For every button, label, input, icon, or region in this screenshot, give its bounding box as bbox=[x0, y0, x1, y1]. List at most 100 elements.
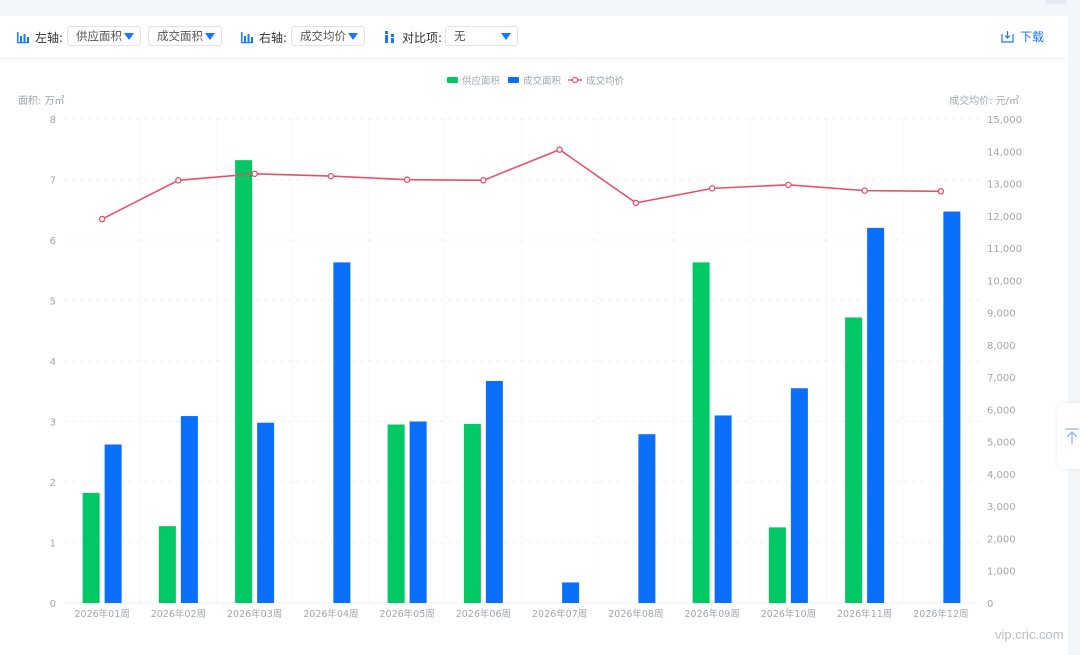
right-axis-select-value: 成交均价 bbox=[300, 29, 346, 43]
left-axis-group: 左轴: bbox=[16, 26, 63, 48]
legend-swatch-deal bbox=[508, 77, 519, 83]
y-left-tick-label: 7 bbox=[50, 176, 56, 187]
y-right-tick-label: 15,000 bbox=[987, 115, 1022, 126]
bar-supply-area bbox=[158, 526, 176, 603]
y-right-tick-label: 10,000 bbox=[987, 276, 1022, 287]
left-axis-select-1[interactable]: 供应面积 bbox=[67, 26, 141, 46]
bar-supply-area bbox=[82, 492, 100, 603]
bar-supply-area bbox=[768, 527, 786, 603]
y-left-axis-title: 面积: 万㎡ bbox=[18, 95, 65, 107]
y-right-tick-label: 6,000 bbox=[987, 405, 1016, 416]
y-right-tick-label: 7,000 bbox=[987, 373, 1016, 384]
bar-deal-area bbox=[714, 415, 732, 603]
x-tick-label: 2026年10周 bbox=[761, 608, 816, 620]
right-axis-select[interactable]: 成交均价 bbox=[291, 26, 365, 46]
compare-label: 对比项: bbox=[402, 30, 443, 45]
point-avg-price bbox=[403, 176, 411, 183]
x-tick-label: 2026年08周 bbox=[608, 608, 663, 620]
y-right-tick-label: 14,000 bbox=[987, 147, 1022, 158]
bar-supply-area bbox=[235, 160, 253, 603]
y-left-tick-label: 0 bbox=[50, 599, 56, 610]
y-left-tick-label: 2 bbox=[50, 478, 56, 489]
point-avg-price bbox=[785, 181, 792, 189]
left-axis-select-2-value: 成交面积 bbox=[157, 29, 203, 43]
y-right-tick-label: 12,000 bbox=[987, 212, 1022, 223]
y-right-tick-label: 5,000 bbox=[987, 438, 1016, 449]
download-label: 下载 bbox=[1020, 30, 1045, 44]
x-tick-label: 2026年11周 bbox=[837, 608, 892, 620]
y-left-tick-label: 5 bbox=[50, 297, 56, 308]
point-avg-price bbox=[632, 199, 640, 207]
right-axis-group: 右轴: bbox=[240, 26, 287, 48]
bar-deal-area bbox=[409, 421, 427, 603]
x-tick-label: 2026年07周 bbox=[532, 608, 587, 620]
left-axis-select-1-value: 供应面积 bbox=[76, 29, 122, 43]
x-tick-label: 2026年02周 bbox=[151, 608, 206, 620]
bar-supply-area bbox=[845, 317, 863, 603]
bar-chart-icon bbox=[241, 32, 253, 44]
bar-deal-area bbox=[562, 582, 580, 603]
chevron-down-icon bbox=[348, 33, 358, 40]
x-tick-label: 2026年03周 bbox=[227, 608, 282, 620]
x-tick-label: 2026年04周 bbox=[303, 608, 358, 620]
download-button[interactable]: 下载 bbox=[1001, 28, 1044, 45]
compare-select-value: 无 bbox=[454, 29, 466, 43]
legend-label-supply: 供应面积 bbox=[462, 75, 501, 87]
x-tick-label: 2026年01周 bbox=[74, 608, 129, 620]
y-right-tick-label: 1,000 bbox=[987, 567, 1016, 578]
x-tick-label: 2026年05周 bbox=[379, 608, 434, 620]
point-avg-price bbox=[251, 170, 258, 178]
y-left-tick-label: 6 bbox=[50, 236, 56, 247]
bar-supply-area bbox=[463, 423, 481, 603]
combo-chart: 0 1 2 3 4 5 6 7 8 0 1,000 2,000 3,000 4,000 5,000 6,000… bbox=[18, 75, 1022, 620]
chevron-down-icon bbox=[501, 33, 511, 40]
left-axis-label: 左轴: bbox=[35, 30, 64, 45]
point-avg-price bbox=[861, 187, 868, 194]
bar-deal-area bbox=[943, 211, 961, 603]
y-left-tick-label: 3 bbox=[50, 418, 56, 429]
chart-card: 左轴: 供应面积 成交面积 右轴: 成交均价 bbox=[0, 16, 1068, 655]
y-right-tick-label: 2,000 bbox=[987, 534, 1016, 545]
bar-deal-area bbox=[790, 388, 808, 603]
bar-deal-area bbox=[257, 422, 275, 603]
y-right-tick-label: 4,000 bbox=[987, 470, 1016, 481]
compare-select[interactable]: 无 bbox=[445, 26, 518, 46]
y-right-tick-label: 3,000 bbox=[987, 502, 1016, 513]
back-to-top-button[interactable] bbox=[1057, 403, 1080, 469]
y-left-tick-label: 1 bbox=[50, 539, 56, 550]
legend-label-deal: 成交面积 bbox=[523, 75, 562, 87]
bar-deal-area bbox=[180, 416, 198, 603]
bar-deal-area bbox=[638, 434, 656, 603]
point-avg-price bbox=[556, 146, 563, 153]
x-tick-label: 2026年06周 bbox=[456, 608, 511, 620]
right-axis-label: 右轴: bbox=[259, 30, 288, 45]
y-right-tick-label: 9,000 bbox=[987, 309, 1016, 320]
bar-deal-area bbox=[867, 227, 885, 603]
y-left-tick-label: 4 bbox=[50, 357, 56, 368]
y-right-tick-label: 8,000 bbox=[987, 341, 1016, 352]
line-avg-price bbox=[101, 148, 941, 220]
chart-toolbar: 左轴: 供应面积 成交面积 右轴: 成交均价 bbox=[0, 16, 1068, 59]
point-avg-price bbox=[175, 177, 182, 184]
bar-supply-area bbox=[692, 262, 710, 603]
x-tick-label: 2026年09周 bbox=[684, 608, 739, 620]
y-left-tick-label: 8 bbox=[50, 115, 56, 126]
y-right-tick-label: 0 bbox=[987, 599, 993, 610]
y-right-tick-label: 11,000 bbox=[987, 244, 1022, 255]
point-avg-price bbox=[327, 172, 335, 180]
left-axis-select-2[interactable]: 成交面积 bbox=[148, 26, 222, 46]
y-right-axis-title: 成交均价: 元/㎡ bbox=[949, 94, 1019, 107]
download-icon bbox=[1001, 31, 1014, 43]
point-avg-price bbox=[480, 177, 487, 184]
legend-swatch-supply bbox=[447, 77, 458, 83]
chevron-down-icon bbox=[205, 33, 215, 40]
y-right-tick-label: 13,000 bbox=[987, 180, 1022, 191]
legend-marker-price bbox=[571, 76, 579, 84]
legend-label-price: 成交均价 bbox=[586, 75, 625, 87]
bar-deal-area bbox=[104, 444, 122, 603]
chevron-down-icon bbox=[124, 33, 134, 40]
point-avg-price bbox=[937, 188, 945, 195]
bar-chart-icon bbox=[17, 32, 29, 44]
bar-deal-area bbox=[333, 262, 351, 603]
x-tick-label: 2026年12周 bbox=[913, 608, 968, 620]
